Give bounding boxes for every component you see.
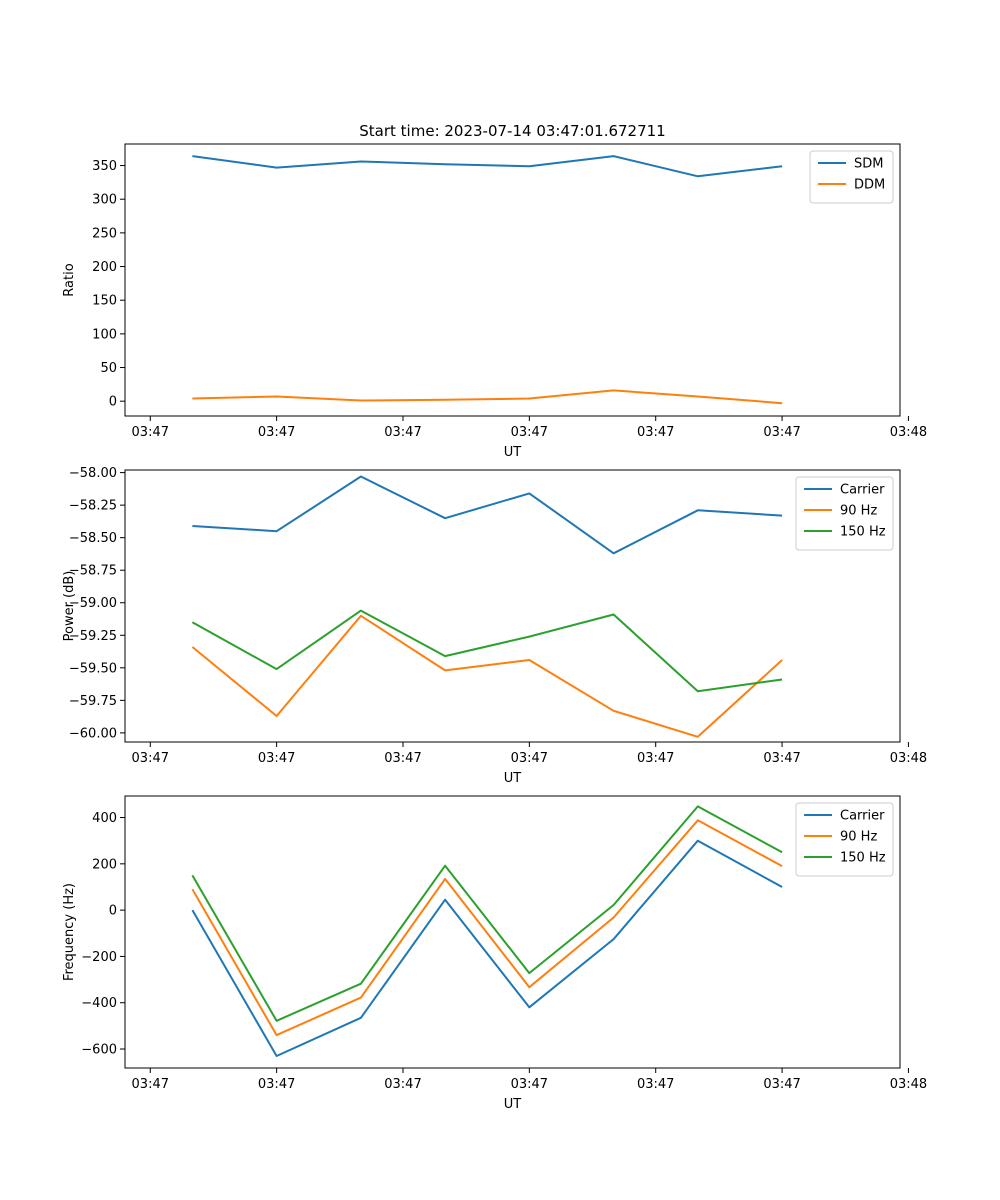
x-tick-label: 03:47	[511, 751, 548, 766]
y-tick-label: 300	[92, 193, 117, 208]
y-tick-label: 250	[92, 226, 117, 241]
y-tick-label: 350	[92, 159, 117, 174]
legend-label: 150 Hz	[840, 851, 886, 866]
series-line-carrier	[191, 839, 783, 1057]
series-line-carrier	[192, 475, 783, 555]
legend-label: Carrier	[840, 809, 885, 824]
x-tick-label: 03:47	[132, 751, 169, 766]
legend: SDM DDM	[809, 150, 894, 204]
x-tick-label: 03:47	[637, 751, 674, 766]
legend-label: DDM	[854, 178, 885, 193]
y-tick-label: 400	[92, 811, 117, 826]
chart-0: 03:47 03:47 03:47 03:47 03:47 03:47 03:48 0 50 10…	[62, 143, 927, 460]
legend-label: 90 Hz	[840, 830, 877, 845]
y-tick-label: −200	[81, 950, 117, 965]
y-tick-label: 0	[109, 904, 117, 919]
y-tick-label: −600	[81, 1043, 117, 1058]
x-tick-label: 03:47	[258, 1077, 295, 1092]
y-tick-label: −59.00	[69, 596, 117, 611]
x-tick-label: 03:47	[511, 425, 548, 440]
axes-frame	[124, 469, 901, 743]
x-tick-label: 03:47	[763, 425, 800, 440]
y-tick-label: −58.50	[69, 531, 117, 546]
x-tick-label: 03:47	[384, 1077, 421, 1092]
legend-label: SDM	[854, 157, 883, 172]
axes-frame	[124, 143, 901, 417]
legend-label: 150 Hz	[840, 525, 886, 540]
y-tick-label: 200	[92, 260, 117, 275]
y-tick-label: 200	[92, 857, 117, 872]
x-tick-label: 03:47	[384, 425, 421, 440]
figure-title: Start time: 2023-07-14 03:47:01.672711	[359, 122, 665, 140]
axes-frame	[124, 795, 901, 1069]
series-line-ddm	[192, 389, 783, 405]
x-axis-label: UT	[504, 1097, 522, 1112]
chart-1: 03:47 03:47 03:47 03:47 03:47 03:47 03:48 −60.0…	[62, 466, 927, 786]
y-axis-label: Power (dB)	[62, 571, 77, 642]
y-tick-label: −59.25	[69, 629, 117, 644]
series-line-90-hz	[191, 614, 783, 738]
x-tick-label: 03:47	[763, 1077, 800, 1092]
series-line-150-hz	[191, 609, 783, 693]
x-tick-label: 03:47	[763, 751, 800, 766]
y-tick-label: −60.00	[69, 726, 117, 741]
y-tick-label: −58.00	[69, 466, 117, 481]
x-tick-label: 03:48	[890, 1077, 927, 1092]
y-tick-label: −59.75	[69, 694, 117, 709]
y-tick-label: 0	[109, 395, 117, 410]
legend-label: 90 Hz	[840, 504, 877, 519]
x-tick-label: 03:47	[258, 751, 295, 766]
x-tick-label: 03:47	[511, 1077, 548, 1092]
y-tick-label: 150	[92, 294, 117, 309]
series-line-150-hz	[191, 805, 783, 1022]
legend: Carrier 90 Hz 150 Hz	[795, 476, 894, 551]
y-tick-label: −59.50	[69, 661, 117, 676]
y-axis-label: Frequency (Hz)	[62, 883, 77, 981]
x-tick-label: 03:47	[384, 751, 421, 766]
x-tick-label: 03:48	[890, 425, 927, 440]
x-tick-label: 03:47	[132, 425, 169, 440]
x-axis-label: UT	[504, 771, 522, 786]
legend-label: Carrier	[840, 483, 885, 498]
y-axis-label: Ratio	[62, 263, 77, 296]
x-tick-label: 03:47	[132, 1077, 169, 1092]
x-tick-label: 03:47	[258, 425, 295, 440]
x-tick-label: 03:48	[890, 751, 927, 766]
series-line-90-hz	[191, 819, 783, 1037]
x-tick-label: 03:47	[637, 1077, 674, 1092]
y-tick-label: −400	[81, 996, 117, 1011]
chart-2: 03:47 03:47 03:47 03:47 03:47 03:47 03:48 −600 −…	[62, 795, 927, 1112]
y-tick-label: 50	[100, 361, 117, 376]
y-tick-label: 100	[92, 327, 117, 342]
y-tick-label: −58.75	[69, 564, 117, 579]
x-axis-label: UT	[504, 445, 522, 460]
x-tick-label: 03:47	[637, 425, 674, 440]
legend: Carrier 90 Hz 150 Hz	[795, 802, 894, 877]
series-line-sdm	[192, 155, 783, 178]
y-tick-label: −58.25	[69, 499, 117, 514]
